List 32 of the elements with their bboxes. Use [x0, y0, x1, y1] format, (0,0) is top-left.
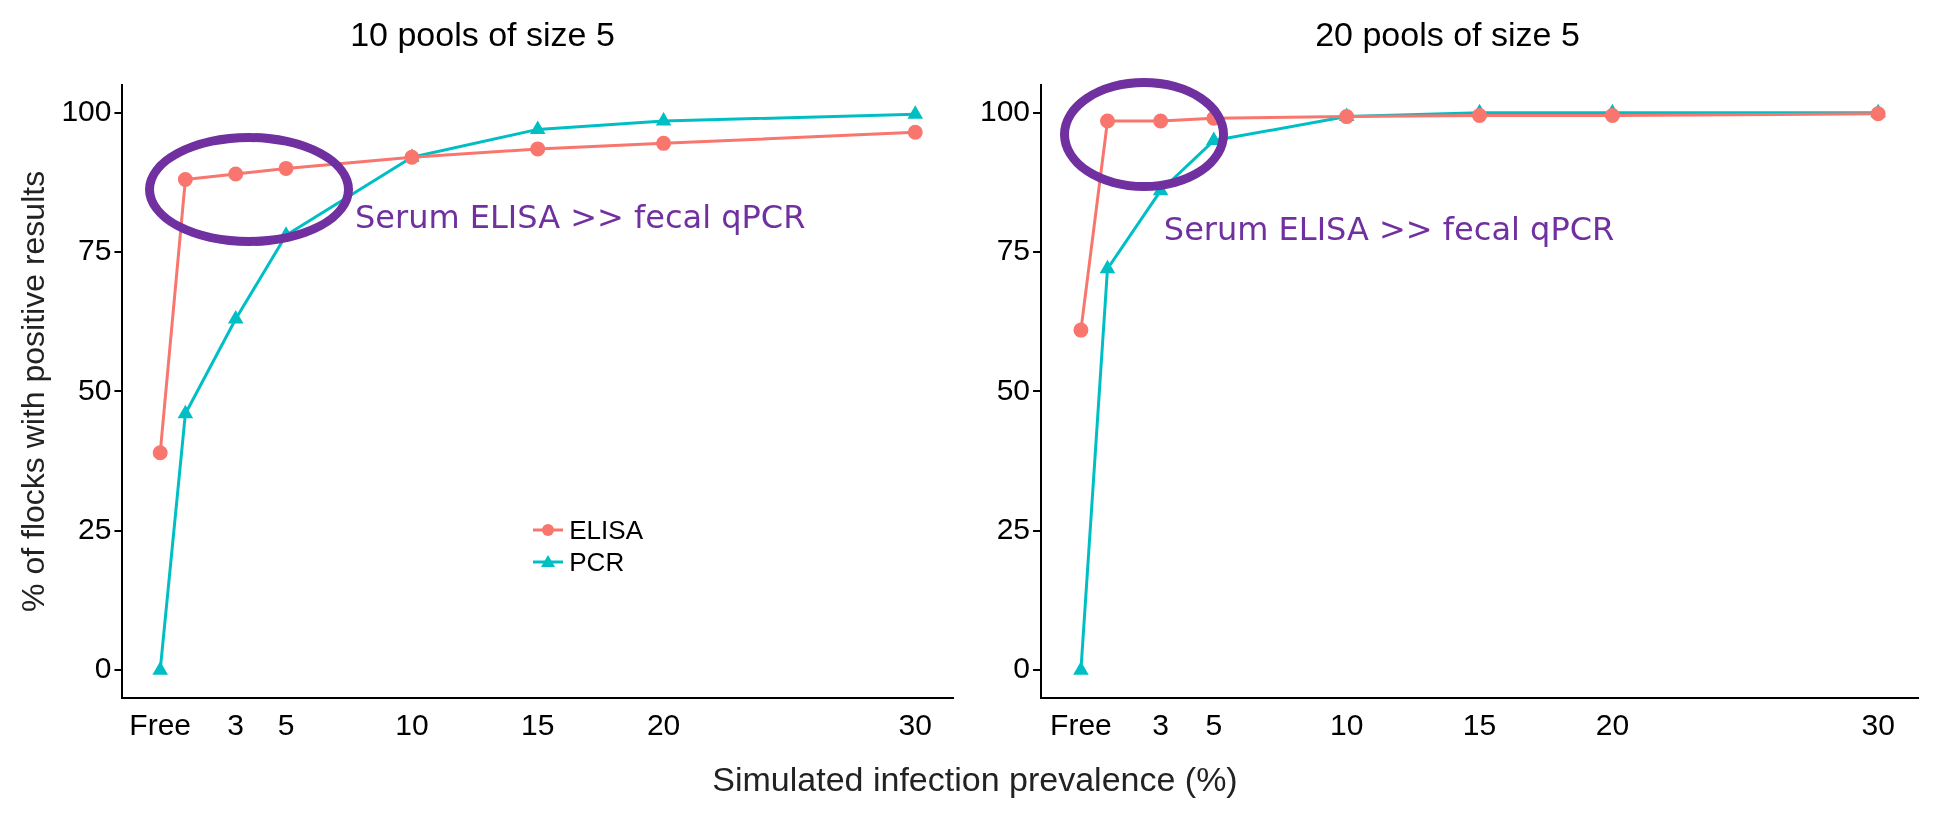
y-tick-label: 50: [78, 372, 112, 406]
chart-title: 20 pools of size 5: [1315, 14, 1580, 53]
x-tick-label: 30: [1861, 708, 1895, 742]
x-tick-label: 10: [1329, 708, 1364, 742]
y-tick-label: 0: [1013, 651, 1031, 685]
x-tick-label: Free: [129, 708, 192, 742]
x-tick-label: 15: [521, 708, 555, 742]
y-tick-label: 50: [996, 372, 1031, 406]
chart-title: 10 pools of size 5: [350, 14, 615, 53]
y-tick-label: 25: [78, 512, 112, 546]
y-tick-label: 25: [996, 512, 1031, 546]
x-tick-label: 3: [227, 708, 245, 742]
x-axis-title: Simulated infection prevalence (%): [711, 760, 1239, 799]
x-tick-label: 20: [1595, 708, 1630, 742]
x-tick-label: 30: [898, 708, 932, 742]
x-tick-label: Free: [1050, 708, 1112, 742]
y-tick-label: 75: [78, 233, 112, 267]
annotation: Serum ELISA >> fecal qPCR: [355, 198, 806, 237]
y-tick-label: 0: [94, 651, 112, 685]
y-tick-label: 100: [979, 93, 1031, 127]
y-tick-label: 75: [996, 233, 1031, 267]
legend-label: ELISA: [569, 514, 643, 546]
y-tick-label: 100: [61, 93, 112, 127]
x-tick-label: 3: [1152, 708, 1169, 742]
x-tick-label: 5: [1205, 708, 1223, 742]
legend-label: PCR: [569, 546, 625, 578]
x-tick-label: 20: [646, 708, 681, 742]
x-tick-label: 15: [1462, 708, 1497, 742]
x-tick-label: 10: [395, 708, 429, 742]
annotation: Serum ELISA >> fecal qPCR: [1163, 210, 1615, 249]
x-tick-label: 5: [277, 708, 295, 742]
y-axis-title: % of flocks with positive results: [15, 170, 52, 612]
